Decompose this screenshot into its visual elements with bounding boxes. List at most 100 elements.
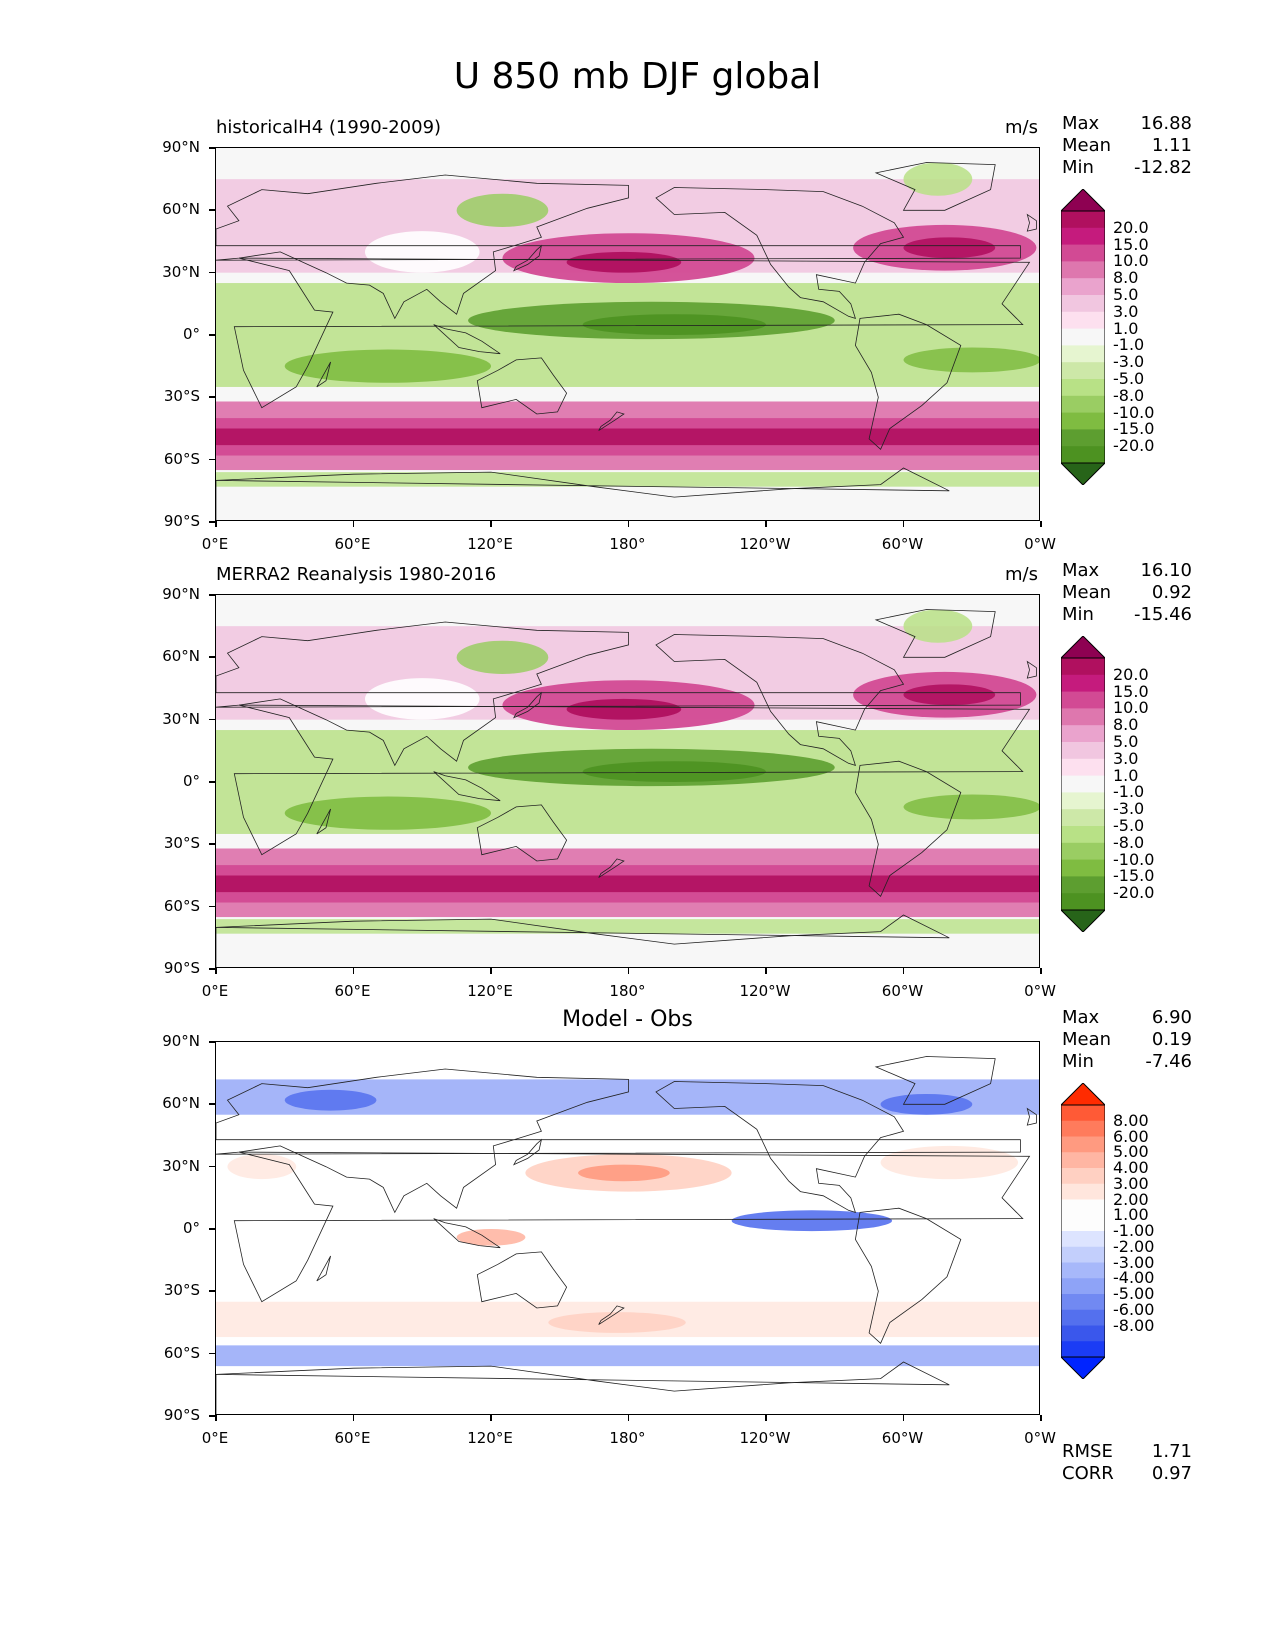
coastline-antarctica [216, 1361, 950, 1414]
y-tick [209, 271, 215, 274]
field-sh-high-lat-bias [216, 1345, 1039, 1367]
stats-box: Max 16.10 Mean 0.92 Min -15.46 [1062, 560, 1192, 626]
colorbar-segment [1061, 446, 1105, 464]
x-tick [352, 521, 354, 527]
x-tick-label: 60°W [881, 982, 924, 1000]
colorbar-tick-label: -8.0 [1113, 832, 1145, 852]
field-south-pacific-bias [548, 1312, 686, 1333]
field-eurasia-negative-bias [284, 1089, 377, 1111]
colorbar-tick-label: -5.0 [1113, 369, 1145, 388]
coastline-antarctica [216, 467, 950, 520]
stats-box: Max 6.90 Mean 0.19 Min -7.46 [1062, 1007, 1192, 1073]
coastlines [216, 609, 1037, 967]
stat-value: 0.92 [1151, 582, 1192, 603]
y-tick [209, 1228, 215, 1230]
coastline-australia [476, 1251, 568, 1309]
colorbar-tick-label: -20.0 [1113, 883, 1155, 903]
field-siberia-easterlies [456, 640, 549, 674]
field-sh-jet-max [216, 875, 1039, 893]
coastline-new-zealand [598, 1305, 625, 1325]
field-atlantic-jet-core [903, 684, 996, 706]
x-tick [765, 1415, 767, 1421]
colorbar-segment [1061, 395, 1105, 414]
colorbar-tick-label: 8.0 [1113, 715, 1139, 735]
map-svg [216, 595, 1039, 967]
colorbar-tick-label: -6.00 [1113, 1299, 1155, 1319]
field-greenland-easterlies [903, 162, 973, 196]
colorbar-tick-label: -4.00 [1113, 1268, 1155, 1288]
y-tick [209, 843, 215, 845]
y-tick [209, 594, 215, 596]
stat-name: Max [1062, 1007, 1100, 1028]
colorbar-tick-label: 1.0 [1113, 318, 1139, 338]
stat-row: Min -12.82 [1062, 157, 1192, 179]
stat-name: Mean [1062, 135, 1112, 156]
coastlines [216, 1056, 1037, 1414]
coastline-new-zealand [598, 411, 625, 431]
field-siberia-easterlies [456, 193, 549, 227]
y-tick-label: 90°N [162, 138, 200, 156]
figure-title: U 850 mb DJF global [453, 56, 822, 97]
coastline-greenland [874, 1056, 996, 1105]
y-tick [209, 1041, 215, 1043]
coastline-uk [1026, 1107, 1037, 1126]
field-layer [216, 1042, 1039, 1414]
y-tick-label: 0° [182, 325, 200, 343]
stat-name: Mean [1062, 582, 1112, 603]
y-tick [209, 209, 215, 211]
colorbar-segment [1061, 859, 1105, 877]
x-tick-label: 60°W [881, 535, 924, 553]
x-tick-label: 60°E [334, 1429, 371, 1447]
colorbar-svg [1059, 188, 1107, 486]
x-tick-label: 0°W [1024, 982, 1056, 1000]
colorbar-segment [1061, 809, 1105, 827]
colorbar-tick-label: -15.0 [1113, 419, 1155, 439]
stat-row: Mean 1.11 [1062, 135, 1192, 157]
colorbar-tick-label: -3.00 [1113, 1252, 1155, 1272]
map-panel: MERRA2 Reanalysis 1980-2016 m/s 90°N 60°N 30… [0, 560, 1275, 1064]
colorbar-segment [1061, 261, 1105, 279]
colorbar-segment [1061, 893, 1105, 911]
y-tick-label: 30°S [163, 1281, 200, 1300]
x-tick-label: 60°W [881, 1429, 924, 1447]
colorbar-tick-label: -2.00 [1113, 1236, 1155, 1256]
colorbar-svg [1059, 1082, 1107, 1380]
field-tibet-mask [364, 678, 480, 720]
colorbar-segment [1061, 328, 1105, 346]
colorbar-tick-label: -5.00 [1113, 1284, 1155, 1303]
colorbar-segment [1061, 742, 1105, 760]
x-tick-label: 120°W [739, 1429, 791, 1447]
colorbar-tick-label: 5.0 [1113, 285, 1139, 304]
coastline-japan [512, 691, 543, 719]
colorbar-segment [1061, 412, 1105, 430]
colorbar-segment [1061, 211, 1105, 229]
field-greenland-easterlies [903, 609, 973, 643]
field-pacific-jet-core [566, 698, 682, 720]
colorbar-tick-label: 20.0 [1113, 664, 1149, 684]
coastline-north-america [655, 634, 905, 767]
y-tick [209, 334, 215, 336]
stat-row: CORR 0.97 [1062, 1463, 1192, 1485]
y-tick [209, 458, 215, 461]
colorbar-segment [1061, 725, 1105, 743]
coastline-uk [1026, 660, 1037, 679]
y-tick-label: 90°S [163, 512, 200, 530]
colorbar [1059, 1082, 1107, 1380]
y-tick [209, 1103, 215, 1105]
coastline-indonesia [433, 771, 501, 802]
colorbar-segment [1061, 1120, 1105, 1137]
x-tick [215, 521, 217, 527]
field-pacific-easterlies-core [582, 314, 766, 335]
stat-value: 16.10 [1140, 560, 1192, 581]
y-tick-label: 0° [182, 1219, 200, 1237]
x-tick [1040, 968, 1042, 974]
field-atlantic-easterlies [903, 347, 1039, 373]
x-tick [765, 521, 767, 527]
x-tick-label: 180° [609, 1429, 646, 1447]
y-tick-label: 30°N [162, 1156, 200, 1175]
y-tick-label: 0° [182, 772, 200, 790]
field-atlantic-bias [880, 1145, 1019, 1180]
y-tick [209, 781, 215, 783]
stat-name: Mean [1062, 1029, 1112, 1050]
y-tick-label: 90°S [163, 1406, 200, 1424]
